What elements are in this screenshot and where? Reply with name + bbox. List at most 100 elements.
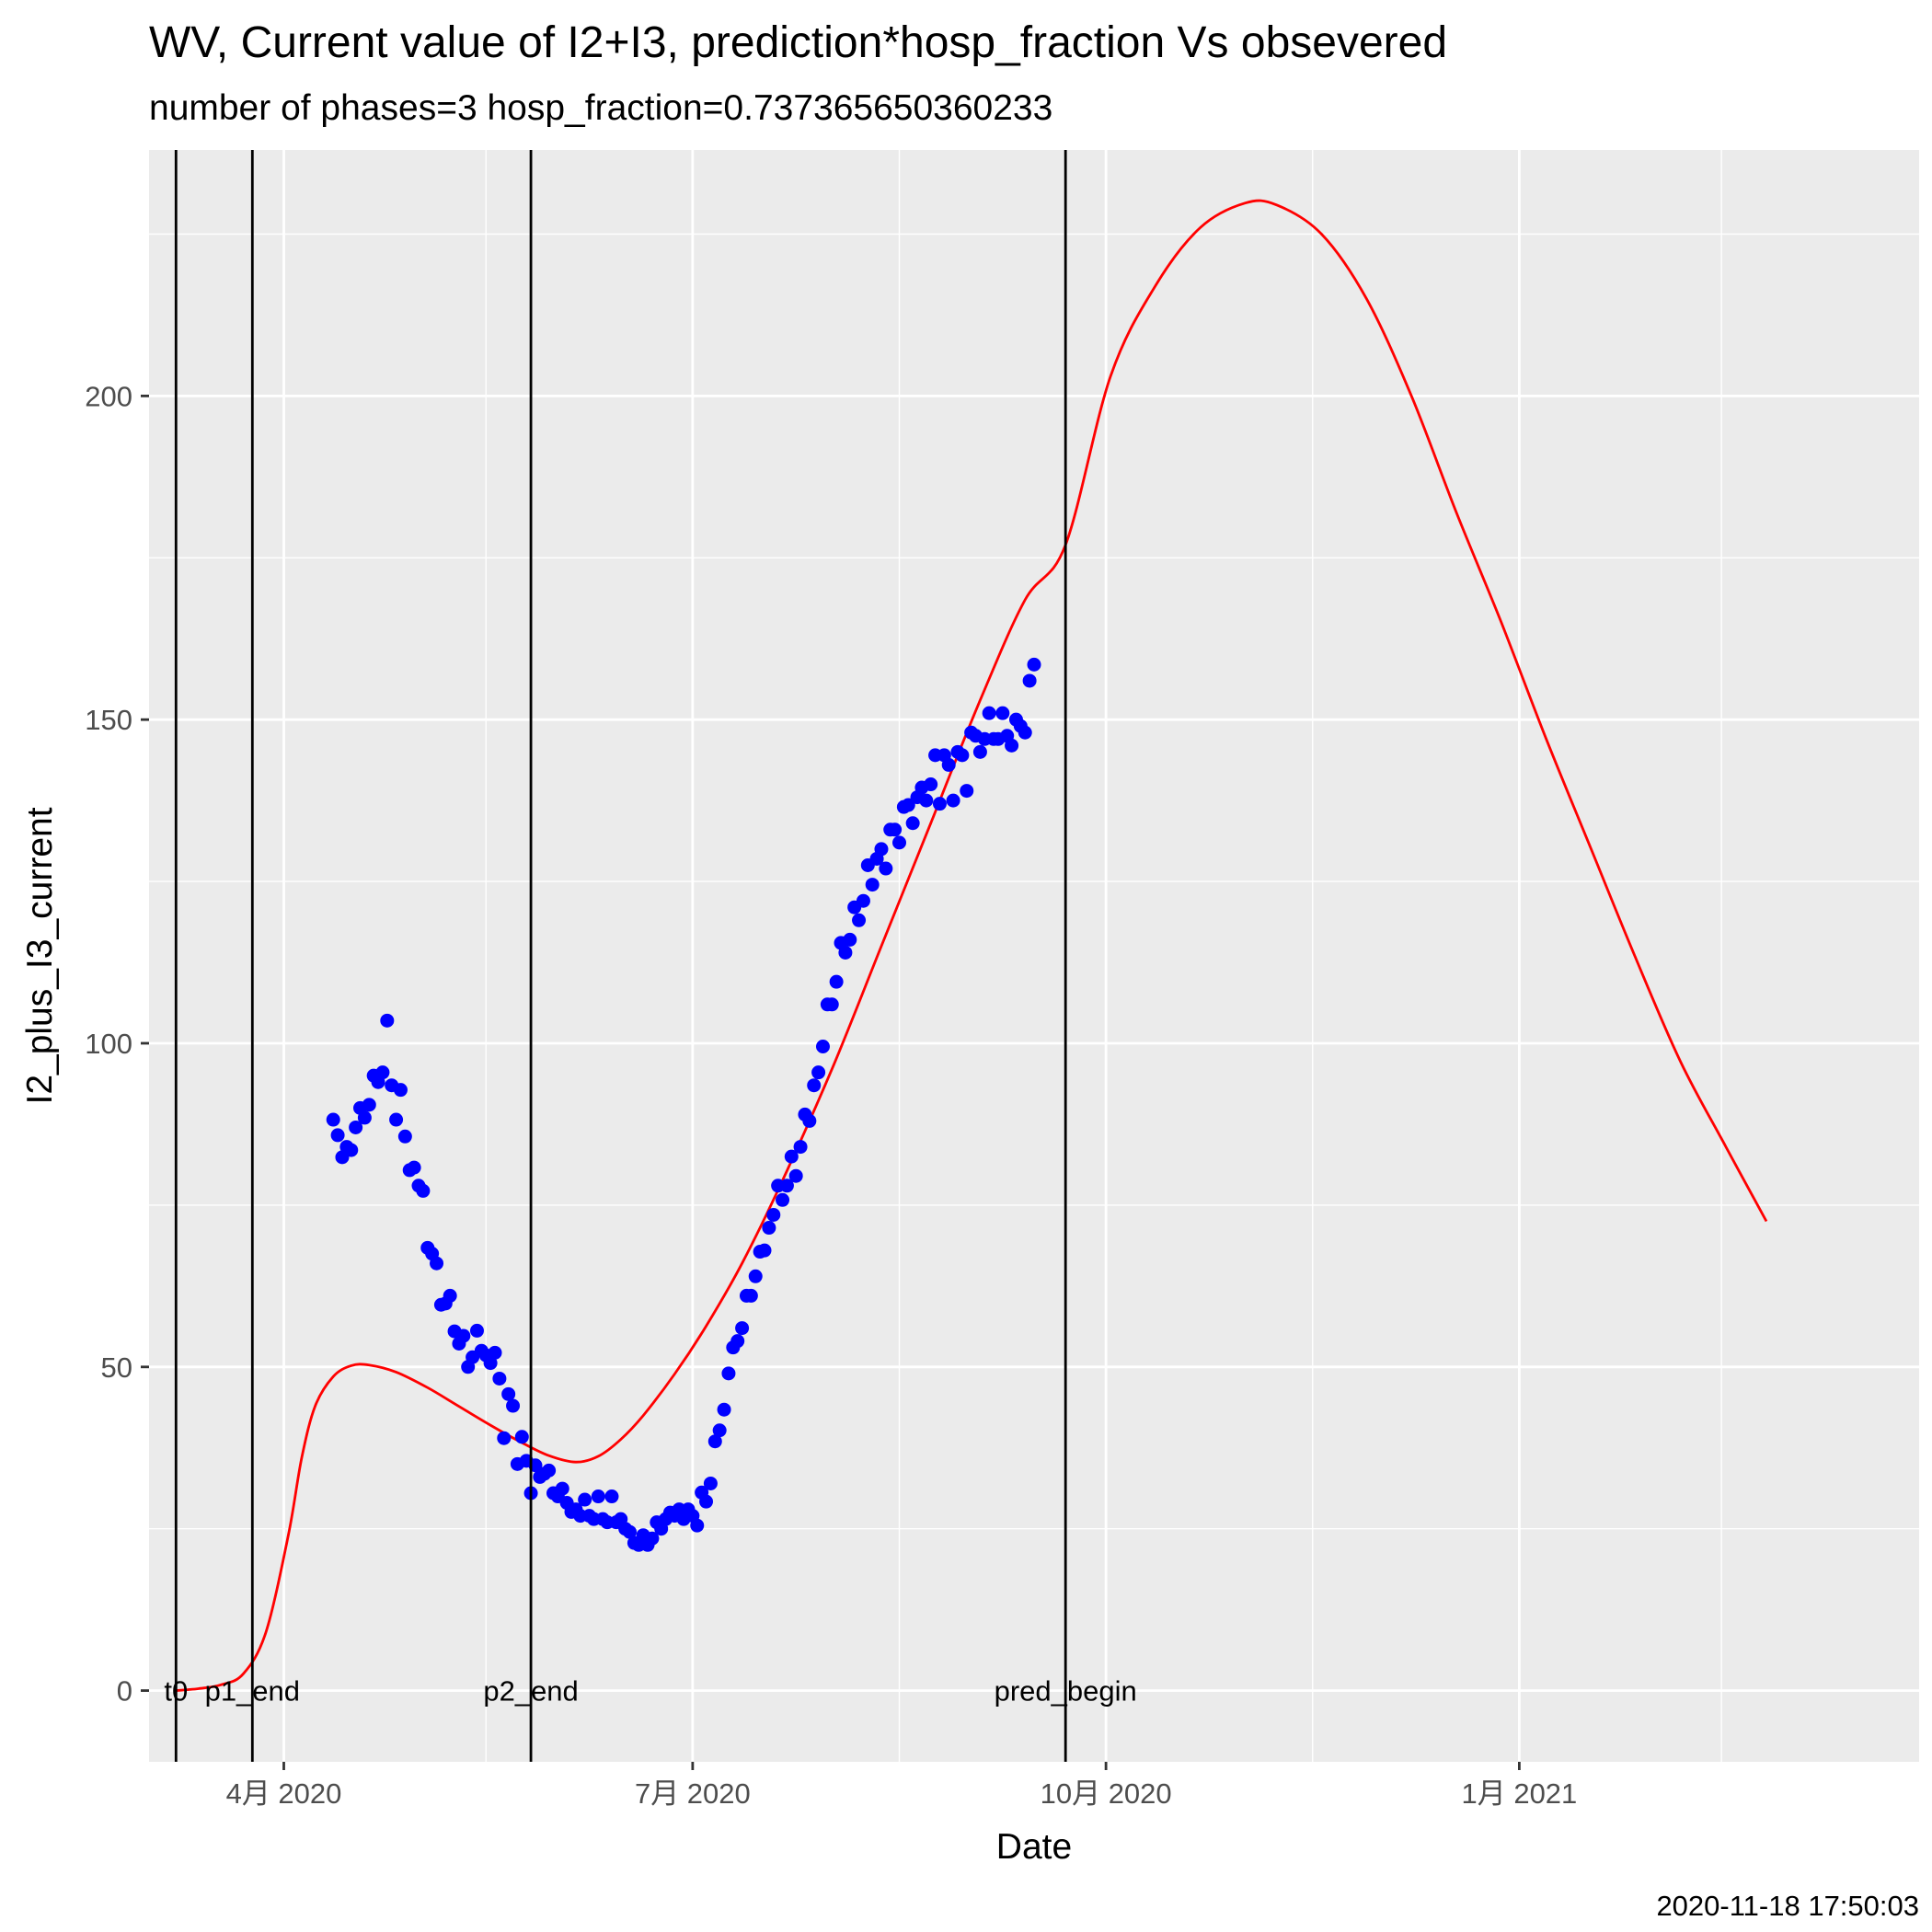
observed-point	[757, 1243, 772, 1258]
observed-point	[735, 1321, 750, 1336]
y-tick-label: 0	[117, 1675, 132, 1708]
observed-point	[811, 1065, 826, 1080]
observed-point	[604, 1489, 619, 1504]
observed-point	[712, 1423, 727, 1438]
observed-point	[807, 1078, 822, 1093]
plot-panel	[149, 150, 1919, 1762]
observed-point	[501, 1386, 516, 1401]
observed-point	[1022, 673, 1037, 688]
prediction-line	[176, 199, 1768, 1692]
observed-point	[852, 913, 867, 927]
observed-point	[865, 878, 880, 892]
observed-point	[776, 1192, 790, 1207]
observed-point	[924, 777, 938, 792]
observed-point	[555, 1481, 569, 1496]
observed-point	[393, 1083, 408, 1098]
observed-point	[542, 1463, 557, 1478]
chart-subtitle: number of phases=3 hosp_fraction=0.73736…	[149, 88, 1052, 128]
observed-point	[514, 1430, 529, 1444]
observed-point	[717, 1402, 731, 1417]
y-tick-label: 200	[85, 380, 132, 412]
vline-label-pred-begin: pred_begin	[995, 1675, 1137, 1708]
observed-point	[497, 1431, 512, 1445]
observed-point	[1005, 738, 1019, 753]
vline-label-p2-end: p2_end	[483, 1675, 578, 1708]
observed-point	[469, 1323, 484, 1338]
observed-point	[645, 1531, 660, 1546]
observed-point	[623, 1524, 638, 1539]
observed-point	[380, 1013, 395, 1028]
observed-point	[982, 706, 996, 720]
observed-point	[690, 1518, 705, 1533]
x-tick-label: 4月 2020	[226, 1777, 342, 1810]
observed-point	[699, 1494, 714, 1509]
observed-point	[829, 974, 844, 989]
observed-point	[905, 816, 920, 831]
observed-point	[707, 1434, 722, 1449]
observed-point	[407, 1160, 421, 1175]
timestamp-caption: 2020-11-18 17:50:03	[1656, 1890, 1919, 1922]
observed-point	[888, 822, 903, 837]
observed-point	[941, 757, 956, 772]
grid-minor	[149, 150, 1919, 1762]
observed-point	[856, 893, 870, 908]
observed-point	[326, 1112, 340, 1127]
observed-point	[838, 945, 853, 960]
series-layer	[176, 199, 1768, 1692]
observed-point	[932, 797, 947, 811]
observed-point	[995, 706, 1010, 720]
observed-point	[344, 1143, 359, 1157]
y-axis-title: I2_plus_I3_current	[20, 807, 60, 1104]
observed-point	[919, 793, 934, 808]
observed-point	[389, 1112, 404, 1127]
observed-point	[506, 1398, 521, 1413]
observed-point	[1027, 657, 1041, 672]
observed-point	[743, 1288, 758, 1303]
observed-point	[788, 1168, 803, 1183]
vline-label-t0: t0	[164, 1675, 188, 1708]
observed-point	[824, 997, 839, 1012]
observed-point	[591, 1489, 605, 1504]
y-tick-label: 100	[85, 1028, 132, 1060]
observed-point	[721, 1366, 736, 1381]
observed-point	[766, 1207, 781, 1222]
observed-point	[357, 1110, 372, 1125]
x-tick-label: 1月 2021	[1461, 1777, 1577, 1810]
observed-point	[730, 1334, 745, 1349]
observed-point	[703, 1476, 718, 1490]
x-tick-label: 10月 2020	[1041, 1777, 1172, 1810]
observed-point	[330, 1128, 345, 1143]
observed-point	[362, 1098, 376, 1112]
y-tick-label: 150	[85, 704, 132, 736]
observed-point	[456, 1328, 471, 1343]
observed-point	[349, 1120, 363, 1134]
observed-point	[874, 842, 889, 857]
observed-point	[416, 1183, 431, 1198]
observed-point	[879, 861, 893, 876]
observed-point	[802, 1113, 817, 1128]
observed-point	[375, 1065, 390, 1080]
observed-point	[892, 835, 907, 850]
observed-point	[972, 744, 987, 759]
observed-point	[815, 1040, 830, 1054]
x-axis-title: Date	[996, 1827, 1072, 1867]
grid-major	[149, 150, 1919, 1762]
observed-point	[946, 793, 960, 808]
x-tick-label: 7月 2020	[635, 1777, 751, 1810]
observed-point	[784, 1149, 799, 1164]
vline-label-p1-end: p1_end	[205, 1675, 300, 1708]
observed-point	[443, 1288, 457, 1303]
observed-point	[901, 798, 915, 812]
observed-point	[483, 1356, 498, 1371]
axis-layer: 4月 2020 7月 2020 10月 2020 1月 2021 0 50 100 150 20…	[85, 380, 1577, 1810]
vline-layer: t0 p1_end p2_end pred_begin	[164, 150, 1137, 1762]
observed-point	[430, 1256, 444, 1271]
observed-point	[397, 1129, 412, 1144]
observed-point	[843, 932, 857, 947]
chart-title: WV, Current value of I2+I3, prediction*h…	[149, 18, 1447, 67]
observed-point	[748, 1269, 763, 1283]
y-tick-label: 50	[101, 1351, 132, 1384]
observed-point	[1018, 725, 1032, 740]
observed-point	[793, 1140, 808, 1155]
